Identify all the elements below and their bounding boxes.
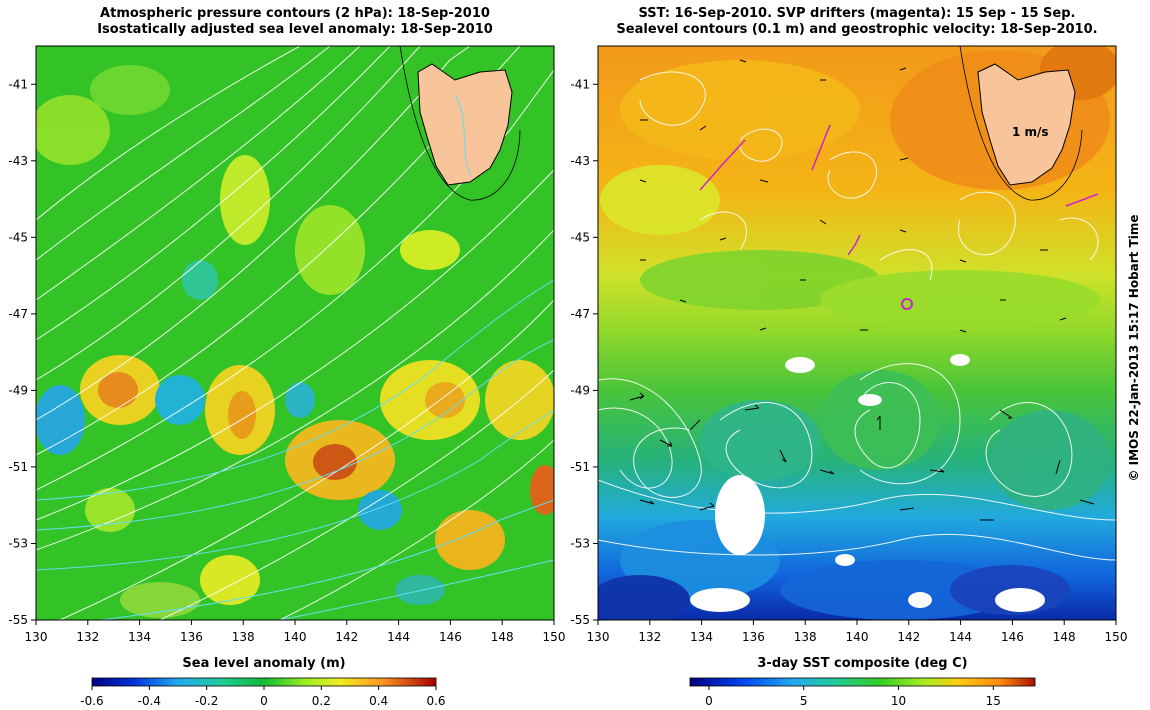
right-lat-label: -55 xyxy=(570,613,590,627)
sla-cb-tick-label: -0.2 xyxy=(195,694,218,708)
right-map xyxy=(598,46,1116,620)
left-lat-label: -49 xyxy=(8,383,28,397)
velocity-scale-label: 1 m/s xyxy=(1012,125,1049,139)
left-lon-label: 144 xyxy=(387,630,410,644)
left-lat-label: -41 xyxy=(8,77,28,91)
left-lon-label: 140 xyxy=(284,630,307,644)
sla-colorbar-bar xyxy=(91,677,437,687)
right-lon-label: 146 xyxy=(1001,630,1024,644)
left-lon-label: 138 xyxy=(232,630,255,644)
right-lon-label: 134 xyxy=(690,630,713,644)
right-lon-label: 132 xyxy=(638,630,661,644)
sla-colorbar-ticks: -0.6 -0.4 -0.2 0 0.2 0.4 0.6 xyxy=(80,686,446,708)
sst-cb-tick-label: 5 xyxy=(800,694,808,708)
right-lat-label: -53 xyxy=(570,536,590,550)
right-lat-label: -51 xyxy=(570,460,590,474)
left-axes: -41 -43 -45 -47 -49 -51 -53 -55 130 132 134 136 138 1… xyxy=(8,77,565,644)
svp-drifter-marker xyxy=(901,298,913,310)
sst-colorbar-label: 3-day SST composite (deg C) xyxy=(757,656,968,671)
right-lon-label: 150 xyxy=(1105,630,1128,644)
sla-colorbar: -0.6 -0.4 -0.2 0 0.2 0.4 0.6 xyxy=(80,677,446,708)
left-lat-label: -51 xyxy=(8,460,28,474)
sst-cb-tick-label: 0 xyxy=(705,694,713,708)
sla-cb-tick-label: 0.6 xyxy=(426,694,445,708)
sla-colorbar-label: Sea level anomaly (m) xyxy=(182,656,346,671)
left-lat-label: -45 xyxy=(8,230,28,244)
left-panel-title: Atmospheric pressure contours (2 hPa): 1… xyxy=(36,6,554,38)
sla-cb-tick-label: -0.4 xyxy=(138,694,161,708)
right-lon-label: 138 xyxy=(794,630,817,644)
sst-colorbar-bar xyxy=(689,677,1036,687)
sealevel-contours xyxy=(36,279,554,620)
left-title-line1: Atmospheric pressure contours (2 hPa): 1… xyxy=(100,6,490,21)
land-contour xyxy=(454,94,471,176)
right-lon-label: 144 xyxy=(949,630,972,644)
sla-cb-tick-label: 0 xyxy=(260,694,268,708)
right-lat-label: -47 xyxy=(570,307,590,321)
left-lon-label: 132 xyxy=(76,630,99,644)
sst-cb-tick-label: 15 xyxy=(986,694,1001,708)
left-lat-label: -47 xyxy=(8,307,28,321)
sla-cb-tick-label: 0.2 xyxy=(312,694,331,708)
coast-boundary-line xyxy=(399,46,521,201)
right-lat-label: -45 xyxy=(570,230,590,244)
sst-sealevel-contours xyxy=(598,71,1116,561)
left-map xyxy=(36,46,554,620)
right-title-line2: Sealevel contours (0.1 m) and geostrophi… xyxy=(616,22,1098,37)
tasmania-land-left xyxy=(417,63,513,186)
right-lon-label: 142 xyxy=(897,630,920,644)
left-title-line2: Isostatically adjusted sea level anomaly… xyxy=(97,22,493,37)
left-lon-label: 150 xyxy=(543,630,566,644)
left-lon-label: 146 xyxy=(439,630,462,644)
coast-boundary-line-right xyxy=(959,46,1083,201)
right-lon-label: 136 xyxy=(742,630,765,644)
left-lat-label: -55 xyxy=(8,613,28,627)
left-lat-label: -43 xyxy=(8,154,28,168)
sst-cb-tick-label: 10 xyxy=(891,694,906,708)
left-lon-label: 134 xyxy=(128,630,151,644)
sst-colorbar-ticks: 0 5 10 15 xyxy=(705,686,1001,708)
velocity-arrows xyxy=(629,59,1095,521)
right-lat-label: -49 xyxy=(570,383,590,397)
left-lon-label: 136 xyxy=(180,630,203,644)
sla-cb-tick-label: -0.6 xyxy=(80,694,103,708)
left-lon-label: 130 xyxy=(25,630,48,644)
right-title-line1: SST: 16-Sep-2010. SVP drifters (magenta)… xyxy=(638,6,1076,21)
right-lat-label: -41 xyxy=(570,77,590,91)
sla-anomaly-blobs xyxy=(36,65,554,618)
right-panel-title: SST: 16-Sep-2010. SVP drifters (magenta)… xyxy=(598,6,1116,38)
left-lon-label: 142 xyxy=(335,630,358,644)
credit-text: © IMOS 22-Jan-2013 15:17 Hobart Time xyxy=(1127,214,1141,482)
tasmania-land-right xyxy=(977,63,1076,186)
right-axes: -41 -43 -45 -47 -49 -51 -53 -55 130 132 134 136 138 1… xyxy=(570,77,1127,644)
right-lon-label: 140 xyxy=(846,630,869,644)
right-lon-label: 148 xyxy=(1053,630,1076,644)
left-lat-label: -53 xyxy=(8,536,28,550)
sla-cb-tick-label: 0.4 xyxy=(369,694,388,708)
cloud-gaps xyxy=(690,354,1045,612)
svp-drifter-tracks xyxy=(699,124,1099,256)
sst-colorbar: 0 5 10 15 xyxy=(689,677,1036,708)
right-lat-label: -43 xyxy=(570,154,590,168)
right-lon-label: 130 xyxy=(587,630,610,644)
left-lon-label: 148 xyxy=(491,630,514,644)
